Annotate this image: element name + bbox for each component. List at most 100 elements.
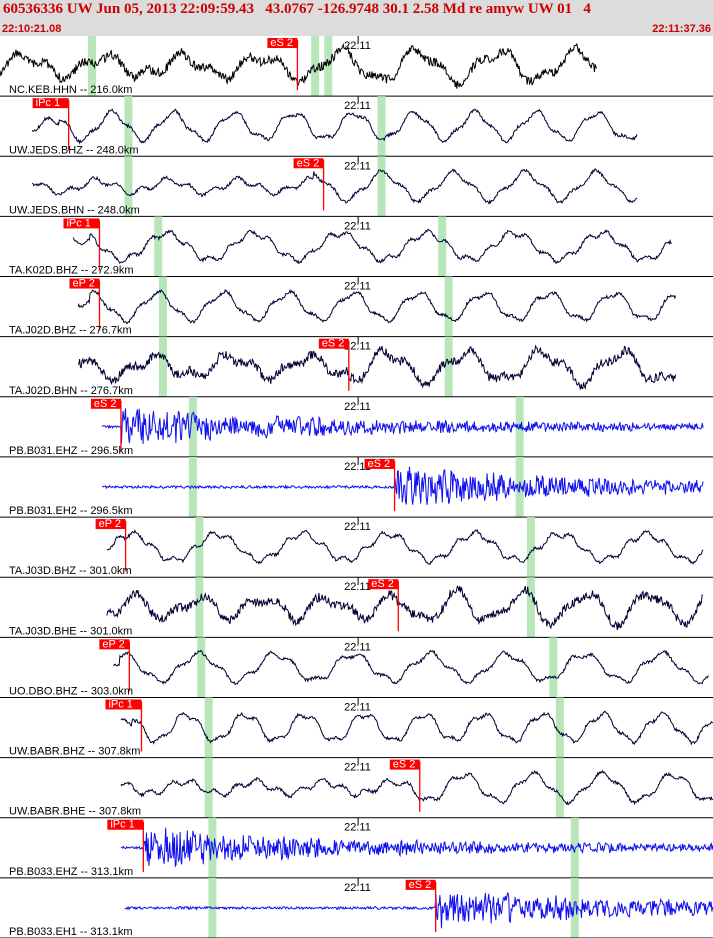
phase-band xyxy=(195,577,204,638)
event-header: 60536336 UW Jun 05, 2013 22:09:59.43 43.… xyxy=(0,0,713,36)
pick-box xyxy=(63,218,100,229)
trace-panel: 22:11 eS 2 UW.BABR.BHE -- 307.8km xyxy=(0,757,713,819)
minute-tick-label: 22:11 xyxy=(344,220,371,232)
phase-band xyxy=(555,697,564,758)
phase-band xyxy=(204,757,213,818)
channel-label: NC.KEB.HHN -- 216.0km xyxy=(9,84,132,96)
waveform xyxy=(77,288,677,325)
pick-box xyxy=(90,398,121,409)
waveform xyxy=(106,529,704,565)
pick-label: eS 2 xyxy=(94,398,117,410)
minute-tick-label: 22:11 xyxy=(344,822,371,834)
phase-band xyxy=(570,817,579,878)
trace-panel: 22:11 eS 2 PB.B031.EHZ -- 296.5km xyxy=(0,396,713,458)
minute-tick-label: 22:11 xyxy=(344,281,371,293)
waveform xyxy=(113,649,709,685)
pick-box xyxy=(318,338,349,349)
pick-label: eS 2 xyxy=(368,458,391,470)
phase-band xyxy=(526,577,535,638)
phase-band xyxy=(311,36,320,97)
waveform xyxy=(124,892,713,929)
pick-label: eS 2 xyxy=(409,879,432,891)
phase-band xyxy=(124,156,133,217)
channel-label: UO.DBO.BHZ -- 303.0km xyxy=(9,685,133,697)
phase-band xyxy=(158,276,167,337)
channel-label: PB.B033.EHZ -- 313.1km xyxy=(9,866,133,878)
channel-label: TA.K02D.BHZ -- 272.9km xyxy=(9,265,134,277)
pick-label: iPc 1 xyxy=(110,819,134,831)
pick-box xyxy=(107,819,144,830)
phase-band xyxy=(570,877,579,938)
pick-box xyxy=(293,158,324,169)
channel-label: UW.JEDS.BHZ -- 248.0km xyxy=(9,144,139,156)
waveform xyxy=(120,710,713,746)
minute-tick-label: 22:11 xyxy=(344,160,371,172)
waveform xyxy=(0,42,598,89)
channel-label: UW.BABR.BHZ -- 307.8km xyxy=(9,746,140,758)
channel-label: TA.J03D.BHE -- 301.0km xyxy=(9,625,132,637)
minute-tick-label: 22:11 xyxy=(344,762,371,774)
channel-label: TA.J02D.BHN -- 276.7km xyxy=(9,385,133,397)
pick-label: eS 2 xyxy=(371,578,394,590)
pick-box xyxy=(389,759,420,770)
phase-band xyxy=(444,336,453,397)
pick-box xyxy=(32,98,69,109)
phase-band xyxy=(377,96,386,157)
pick-box xyxy=(267,38,298,48)
pick-label: eP 2 xyxy=(99,518,121,530)
window-end-time: 22:11:37.36 xyxy=(652,23,711,35)
channel-label: PB.B031.EH2 -- 296.5km xyxy=(9,505,133,517)
window-start-time: 22:10:21.08 xyxy=(2,23,62,35)
minute-tick-label: 22:11 xyxy=(344,641,371,653)
channel-label: TA.J02D.BHZ -- 276.7km xyxy=(9,325,132,337)
waveform xyxy=(31,108,638,145)
phase-band xyxy=(87,36,96,97)
channel-label: PB.B031.EHZ -- 296.5km xyxy=(9,445,133,457)
phase-band xyxy=(158,336,167,397)
minute-tick-label: 22:11 xyxy=(344,40,371,52)
phase-band xyxy=(324,36,333,97)
phase-band xyxy=(197,637,206,698)
phase-band xyxy=(204,697,213,758)
channel-label: TA.J03D.BHZ -- 301.0km xyxy=(9,565,132,577)
pick-label: eS 2 xyxy=(393,759,416,771)
pick-box xyxy=(405,879,436,890)
trace-panel: 22:11 iPc 1 UW.BABR.BHZ -- 307.8km xyxy=(0,697,713,759)
trace-panel: 22:11 iPc 1 PB.B033.EHZ -- 313.1km xyxy=(0,817,713,879)
minute-tick-label: 22:11 xyxy=(344,581,371,593)
trace-panel: 22:11 eS 2 NC.KEB.HHN -- 216.0km xyxy=(0,36,713,97)
minute-tick-label: 22:11 xyxy=(344,341,371,353)
trace-panel: 22:11 eS 2 PB.B033.EH1 -- 313.1km xyxy=(0,877,713,938)
waveform xyxy=(120,827,713,868)
minute-tick-label: 22:11 xyxy=(344,461,371,473)
pick-box xyxy=(105,699,142,710)
pick-label: eS 2 xyxy=(297,157,320,169)
channel-label: UW.BABR.BHE -- 307.8km xyxy=(9,806,141,818)
trace-panel: 22:11 eS 2 TA.J03D.BHE -- 301.0km xyxy=(0,577,713,638)
waveform xyxy=(77,344,677,390)
pick-box xyxy=(95,519,126,530)
minute-tick-label: 22:11 xyxy=(344,701,371,713)
minute-tick-label: 22:11 xyxy=(344,100,371,112)
phase-band xyxy=(444,276,453,337)
phase-band xyxy=(526,517,535,578)
pick-label: eP 2 xyxy=(102,638,124,650)
trace-panel: 22:11 eP 2 UO.DBO.BHZ -- 303.0km xyxy=(0,637,713,698)
channel-label: PB.B033.EH1 -- 313.1km xyxy=(9,926,133,938)
phase-band xyxy=(555,757,564,818)
pick-box xyxy=(368,579,399,590)
minute-tick-label: 22:11 xyxy=(344,521,371,533)
phase-band xyxy=(549,637,558,698)
pick-label: eS 2 xyxy=(322,338,345,350)
phase-band xyxy=(438,216,447,277)
trace-panel: 22:11 iPc 1 TA.K02D.BHZ -- 272.9km xyxy=(0,216,713,278)
phase-band xyxy=(154,216,163,277)
pick-label: iPc 1 xyxy=(108,698,132,710)
trace-panel: 22:11 iPc 1 UW.JEDS.BHZ -- 248.0km xyxy=(0,96,713,157)
minute-tick-label: 22:11 xyxy=(344,882,371,894)
pick-box xyxy=(364,458,395,469)
pick-box xyxy=(69,278,100,289)
